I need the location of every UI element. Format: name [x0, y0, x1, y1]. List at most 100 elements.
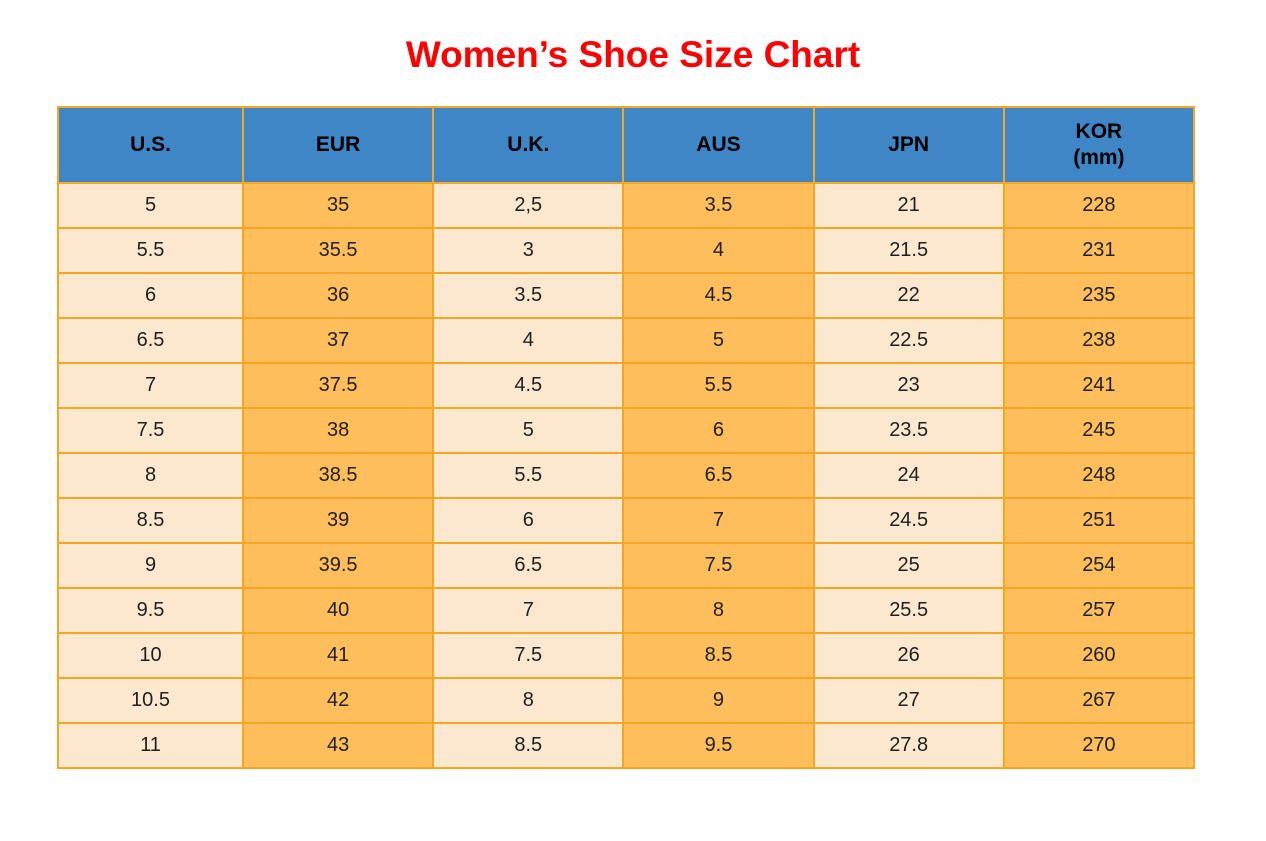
cell-jpn: 22: [812, 272, 1005, 319]
header-label-aus: AUS: [696, 133, 741, 156]
cell-aus: 7.5: [622, 542, 815, 589]
cell-kor: 260: [1002, 632, 1196, 679]
cell-uk: 6: [432, 497, 625, 544]
cell-us: 8: [57, 452, 244, 499]
cell-kor: 238: [1002, 317, 1196, 364]
size-chart-table-container: U.S. EUR U.K. AUS JPN KOR: [57, 106, 1266, 769]
header-cell-aus: AUS: [622, 106, 815, 184]
cell-us: 5: [57, 182, 244, 229]
cell-us: 9: [57, 542, 244, 589]
header-label-us: U.S.: [130, 133, 171, 156]
header-label-uk: U.K.: [507, 133, 550, 156]
cell-jpn: 26: [812, 632, 1005, 679]
cell-uk: 4: [432, 317, 625, 364]
cell-eur: 38: [241, 407, 435, 454]
cell-jpn: 27: [812, 677, 1005, 724]
cell-uk: 4.5: [432, 362, 625, 409]
cell-eur: 42: [241, 677, 435, 724]
cell-eur: 37: [241, 317, 435, 364]
cell-uk: 7.5: [432, 632, 625, 679]
header-cell-uk: U.K.: [432, 106, 625, 184]
header-cell-us: U.S.: [57, 106, 244, 184]
cell-jpn: 21.5: [812, 227, 1005, 274]
cell-aus: 8.5: [622, 632, 815, 679]
cell-jpn: 24: [812, 452, 1005, 499]
cell-aus: 4: [622, 227, 815, 274]
size-chart-table: U.S. EUR U.K. AUS JPN KOR: [57, 106, 1196, 769]
cell-aus: 5.5: [622, 362, 815, 409]
cell-jpn: 25: [812, 542, 1005, 589]
table-row: 8 38.5 5.5 6.5 24 248: [57, 452, 1196, 499]
cell-eur: 43: [241, 722, 435, 769]
cell-us: 6: [57, 272, 244, 319]
cell-eur: 37.5: [241, 362, 435, 409]
cell-eur: 35: [241, 182, 435, 229]
cell-jpn: 25.5: [812, 587, 1005, 634]
cell-uk: 5.5: [432, 452, 625, 499]
cell-us: 11: [57, 722, 244, 769]
header-cell-kor: KOR (mm): [1002, 106, 1196, 184]
table-row: 6.5 37 4 5 22.5 238: [57, 317, 1196, 364]
header-cell-jpn: JPN: [812, 106, 1005, 184]
header-sublabel-kor: (mm): [1073, 146, 1125, 169]
cell-aus: 6.5: [622, 452, 815, 499]
cell-kor: 231: [1002, 227, 1196, 274]
cell-jpn: 22.5: [812, 317, 1005, 364]
table-row: 7 37.5 4.5 5.5 23 241: [57, 362, 1196, 409]
cell-jpn: 23: [812, 362, 1005, 409]
cell-us: 10.5: [57, 677, 244, 724]
cell-eur: 36: [241, 272, 435, 319]
cell-uk: 5: [432, 407, 625, 454]
table-header-row: U.S. EUR U.K. AUS JPN KOR: [57, 106, 1196, 184]
cell-jpn: 21: [812, 182, 1005, 229]
cell-eur: 35.5: [241, 227, 435, 274]
cell-jpn: 23.5: [812, 407, 1005, 454]
cell-kor: 254: [1002, 542, 1196, 589]
header-label-kor: KOR: [1075, 120, 1123, 143]
cell-kor: 235: [1002, 272, 1196, 319]
cell-us: 7: [57, 362, 244, 409]
cell-aus: 6: [622, 407, 815, 454]
cell-uk: 8: [432, 677, 625, 724]
cell-kor: 245: [1002, 407, 1196, 454]
cell-aus: 9: [622, 677, 815, 724]
header-label-jpn: JPN: [888, 133, 930, 156]
cell-us: 9.5: [57, 587, 244, 634]
cell-uk: 3.5: [432, 272, 625, 319]
cell-kor: 228: [1002, 182, 1196, 229]
table-row: 9.5 40 7 8 25.5 257: [57, 587, 1196, 634]
table-row: 6 36 3.5 4.5 22 235: [57, 272, 1196, 319]
cell-us: 8.5: [57, 497, 244, 544]
cell-us: 10: [57, 632, 244, 679]
cell-jpn: 24.5: [812, 497, 1005, 544]
cell-us: 7.5: [57, 407, 244, 454]
cell-eur: 39.5: [241, 542, 435, 589]
cell-kor: 248: [1002, 452, 1196, 499]
cell-aus: 4.5: [622, 272, 815, 319]
cell-aus: 9.5: [622, 722, 815, 769]
cell-eur: 40: [241, 587, 435, 634]
cell-eur: 38.5: [241, 452, 435, 499]
cell-us: 5.5: [57, 227, 244, 274]
cell-eur: 41: [241, 632, 435, 679]
cell-aus: 8: [622, 587, 815, 634]
cell-kor: 241: [1002, 362, 1196, 409]
table-row: 10.5 42 8 9 27 267: [57, 677, 1196, 724]
cell-kor: 257: [1002, 587, 1196, 634]
cell-uk: 7: [432, 587, 625, 634]
cell-kor: 270: [1002, 722, 1196, 769]
cell-uk: 8.5: [432, 722, 625, 769]
table-row: 5.5 35.5 3 4 21.5 231: [57, 227, 1196, 274]
cell-uk: 6.5: [432, 542, 625, 589]
cell-aus: 7: [622, 497, 815, 544]
table-row: 9 39.5 6.5 7.5 25 254: [57, 542, 1196, 589]
cell-aus: 3.5: [622, 182, 815, 229]
header-label-eur: EUR: [315, 133, 361, 156]
cell-kor: 267: [1002, 677, 1196, 724]
cell-aus: 5: [622, 317, 815, 364]
cell-eur: 39: [241, 497, 435, 544]
cell-uk: 3: [432, 227, 625, 274]
cell-kor: 251: [1002, 497, 1196, 544]
page-title: Women’s Shoe Size Chart: [405, 34, 861, 75]
